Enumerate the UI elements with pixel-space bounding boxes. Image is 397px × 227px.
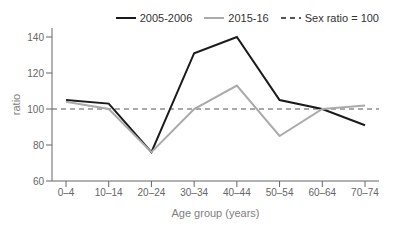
svg-text:100: 100: [27, 104, 44, 115]
svg-text:20–24: 20–24: [138, 187, 166, 198]
svg-text:10–14: 10–14: [95, 187, 123, 198]
svg-text:50–54: 50–54: [266, 187, 294, 198]
svg-text:80: 80: [33, 140, 45, 151]
svg-text:120: 120: [27, 68, 44, 79]
svg-text:40–44: 40–44: [223, 187, 251, 198]
svg-text:0–4: 0–4: [58, 187, 75, 198]
svg-text:30–34: 30–34: [180, 187, 208, 198]
svg-text:ratio: ratio: [10, 94, 22, 115]
svg-text:60–64: 60–64: [308, 187, 336, 198]
svg-text:Age group (years): Age group (years): [171, 207, 259, 219]
html-text:2005-2006: 2005-2006: [139, 12, 193, 24]
svg-text:70–74: 70–74: [351, 187, 379, 198]
html-text:2015-16: 2015-16: [228, 12, 269, 24]
svg-text:60: 60: [33, 176, 45, 187]
html-text:Sex ratio = 100: Sex ratio = 100: [304, 12, 379, 24]
svg-text:140: 140: [27, 32, 44, 43]
